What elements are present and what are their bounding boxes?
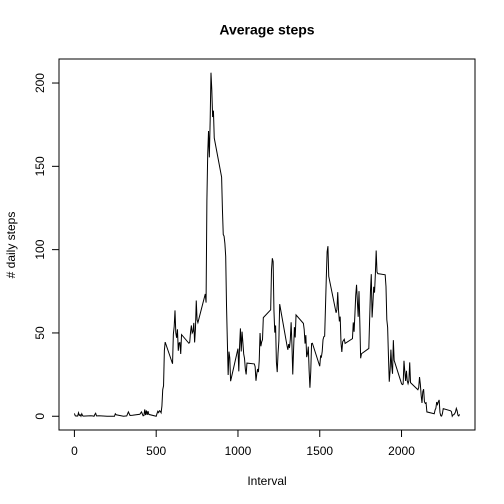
x-tick-label: 500 <box>146 444 166 458</box>
x-tick-label: 0 <box>71 444 78 458</box>
chart-title: Average steps <box>219 22 314 38</box>
y-tick-label: 50 <box>33 326 47 340</box>
x-tick-label: 1500 <box>306 444 333 458</box>
plot-box <box>58 58 476 431</box>
y-tick-label: 150 <box>33 156 47 176</box>
x-tick-label: 1000 <box>225 444 252 458</box>
y-axis-label: # daily steps <box>4 212 18 279</box>
y-tick-label: 200 <box>33 73 47 93</box>
x-axis-label: Interval <box>247 474 286 488</box>
y-tick-label: 100 <box>33 239 47 259</box>
y-tick-label: 0 <box>33 413 47 420</box>
data-line <box>73 72 461 418</box>
x-tick-label: 2000 <box>388 444 415 458</box>
